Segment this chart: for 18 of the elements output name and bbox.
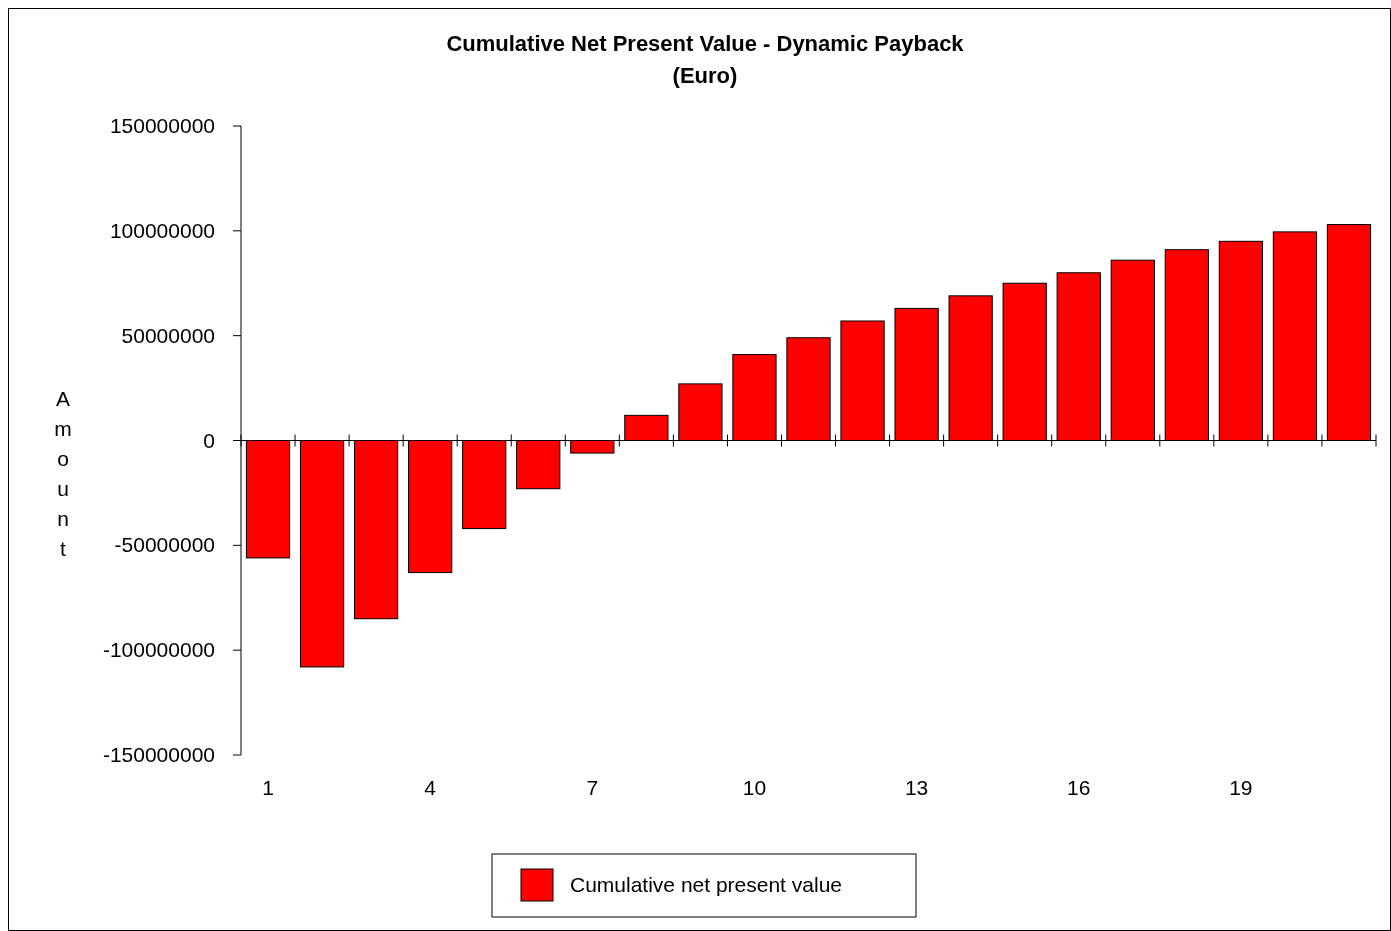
chart-subtitle: (Euro) [672, 63, 738, 88]
y-tick-label: 0 [203, 428, 215, 452]
chart-title: Cumulative Net Present Value - Dynamic Payback [446, 31, 965, 56]
legend-label: Cumulative net present value [570, 873, 842, 896]
x-tick-label: 4 [424, 776, 437, 799]
x-tick-label: 1 [262, 776, 274, 799]
y-axis-title: Amount [54, 387, 72, 560]
y-tick-label: -150000000 [102, 743, 215, 766]
y-tick-label: -50000000 [114, 533, 215, 557]
x-tick-label: 7 [586, 776, 599, 799]
y-tick-label: 50000000 [121, 323, 215, 347]
x-tick-label: 16 [1067, 776, 1091, 799]
y-tick-label: -100000000 [102, 638, 215, 662]
x-tick-label: 10 [742, 776, 767, 799]
y-tick-label: 100000000 [109, 218, 215, 242]
x-tick-label: 19 [1229, 776, 1253, 799]
y-tick-label: 150000000 [109, 114, 215, 137]
x-tick-label: 13 [904, 776, 929, 799]
